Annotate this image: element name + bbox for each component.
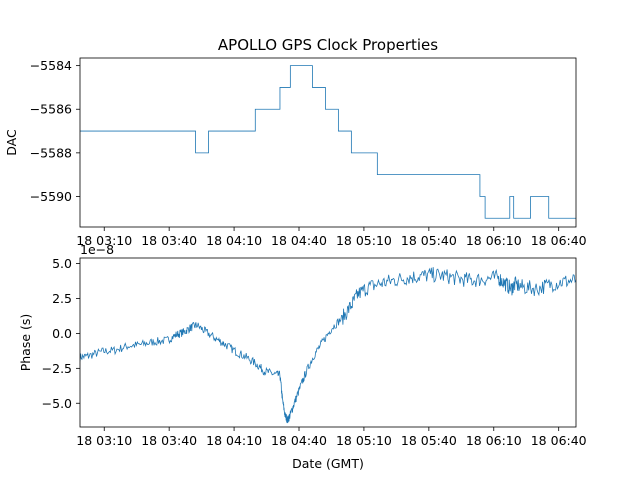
dac-x-tick-label: 18 03:10 bbox=[76, 233, 132, 248]
phase-panel: 18 03:10 18 03:40 18 04:10 18 04:40 18 05:10… bbox=[18, 242, 587, 471]
dac-x-tick-label: 18 04:10 bbox=[206, 233, 262, 248]
phase-y-tick-label: 5.0 bbox=[52, 256, 72, 271]
phase-y-tick-label: 2.5 bbox=[52, 291, 72, 306]
phase-y-offset-label: 1e−8 bbox=[80, 242, 114, 257]
dac-series-line bbox=[80, 65, 576, 219]
dac-x-tick-label: 18 03:40 bbox=[141, 233, 197, 248]
phase-x-tick-label: 18 03:40 bbox=[141, 433, 197, 448]
dac-x-tick-label: 18 05:40 bbox=[401, 233, 457, 248]
dac-x-tick-label: 18 06:10 bbox=[466, 233, 522, 248]
dac-x-tick-label: 18 06:40 bbox=[531, 233, 587, 248]
phase-x-tick-label: 18 04:40 bbox=[271, 433, 327, 448]
dac-y-tick-label: −5584 bbox=[30, 58, 72, 73]
phase-y-axis-label: Phase (s) bbox=[18, 314, 33, 372]
chart-title: APOLLO GPS Clock Properties bbox=[218, 36, 438, 54]
dac-axes-frame bbox=[79, 57, 577, 228]
dac-y-tick-label: −5586 bbox=[30, 102, 72, 117]
phase-x-axis-label: Date (GMT) bbox=[292, 456, 364, 471]
phase-series-line bbox=[80, 267, 576, 424]
dac-y-axis-label: DAC bbox=[4, 129, 19, 156]
phase-x-tick-label: 18 05:10 bbox=[336, 433, 392, 448]
dac-x-tick-label: 18 05:10 bbox=[336, 233, 392, 248]
phase-x-tick-label: 18 06:10 bbox=[466, 433, 522, 448]
dac-panel: 18 03:10 18 03:40 18 04:10 18 04:40 18 05:10… bbox=[4, 57, 587, 248]
phase-y-tick-label: 0.0 bbox=[52, 326, 72, 341]
phase-x-tick-label: 18 03:10 bbox=[76, 433, 132, 448]
phase-y-tick-label: −2.5 bbox=[42, 361, 72, 376]
dac-x-tick-label: 18 04:40 bbox=[271, 233, 327, 248]
phase-x-tick-label: 18 05:40 bbox=[401, 433, 457, 448]
dac-y-tick-label: −5590 bbox=[30, 189, 72, 204]
dac-y-tick-label: −5588 bbox=[30, 145, 72, 160]
phase-y-tick-label: −5.0 bbox=[42, 396, 72, 411]
phase-x-tick-label: 18 04:10 bbox=[206, 433, 262, 448]
phase-axes-frame bbox=[79, 257, 577, 428]
phase-x-tick-label: 18 06:40 bbox=[531, 433, 587, 448]
